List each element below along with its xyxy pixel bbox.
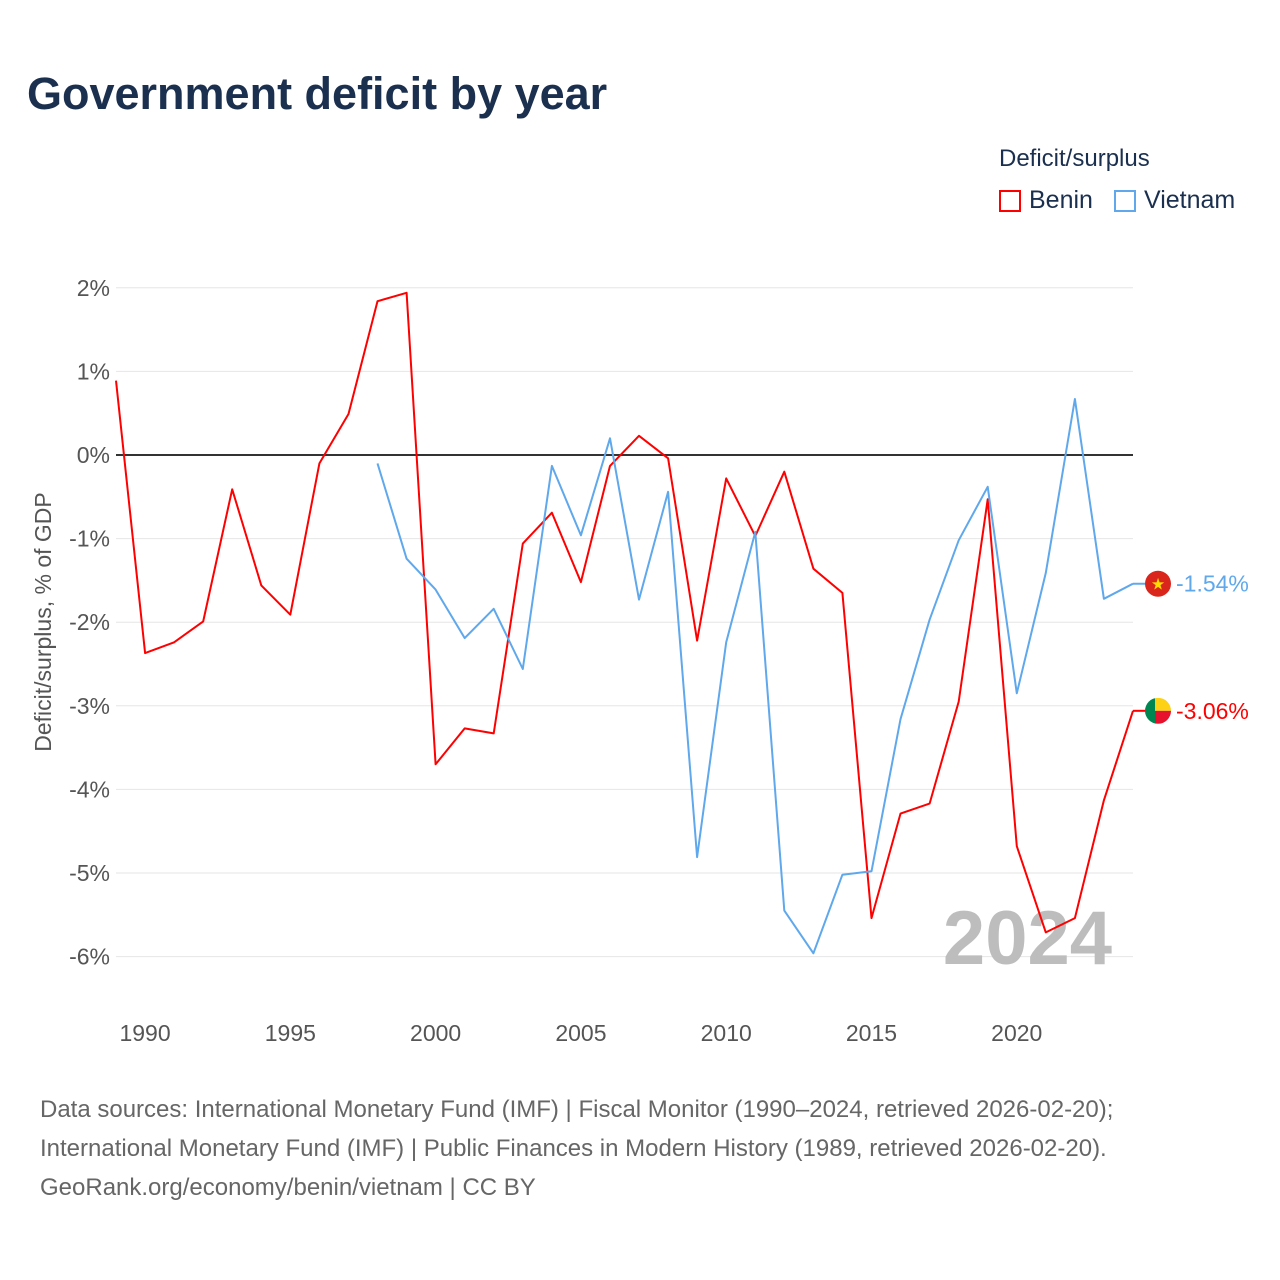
y-tick-label: -2% <box>69 609 110 635</box>
legend-item-vietnam[interactable]: Vietnam <box>1114 186 1235 215</box>
y-tick-label: -3% <box>69 693 110 719</box>
x-tick-label: 2000 <box>410 1020 461 1046</box>
end-value-label: -1.54% <box>1176 571 1249 597</box>
benin-flag-icon <box>1145 697 1171 724</box>
y-tick-label: -6% <box>69 944 110 970</box>
watermark-year: 2024 <box>943 896 1112 981</box>
footer-sources: Data sources: International Monetary Fun… <box>40 1090 1113 1207</box>
x-tick-label: 1990 <box>119 1020 170 1046</box>
legend-item-benin[interactable]: Benin <box>999 186 1093 215</box>
legend-label: Benin <box>1029 186 1093 214</box>
y-tick-label: -1% <box>69 526 110 552</box>
legend-label: Vietnam <box>1144 186 1236 214</box>
series-line-vietnam[interactable] <box>376 398 1134 955</box>
legend-title: Deficit/surplus <box>999 145 1150 172</box>
y-tick-label: 1% <box>77 358 110 384</box>
y-axis-label: Deficit/surplus, % of GDP <box>30 492 56 751</box>
y-tick-label: -5% <box>69 860 110 886</box>
footer-line[interactable]: GeoRank.org/economy/benin/vietnam | CC B… <box>40 1174 536 1201</box>
footer-line: International Monetary Fund (IMF) | Publ… <box>40 1135 1107 1162</box>
x-tick-label: 2005 <box>555 1020 606 1046</box>
legend-swatch <box>999 189 1021 212</box>
series-line-benin[interactable] <box>115 291 1134 934</box>
x-tick-label: 2010 <box>701 1020 752 1046</box>
x-tick-label: 2015 <box>846 1020 897 1046</box>
footer-line: Data sources: International Monetary Fun… <box>40 1096 1114 1123</box>
x-tick-label: 1995 <box>265 1020 316 1046</box>
legend-swatch <box>1114 189 1136 212</box>
y-tick-label: 2% <box>77 275 110 301</box>
y-tick-label: 0% <box>77 442 110 468</box>
x-tick-label: 2020 <box>991 1020 1042 1046</box>
svg-text:★: ★ <box>1151 577 1165 594</box>
y-tick-label: -4% <box>69 776 110 802</box>
end-value-label: -3.06% <box>1176 698 1249 724</box>
chart-title: Government deficit by year <box>27 68 608 119</box>
vietnam-flag-icon: ★ <box>1145 570 1171 597</box>
